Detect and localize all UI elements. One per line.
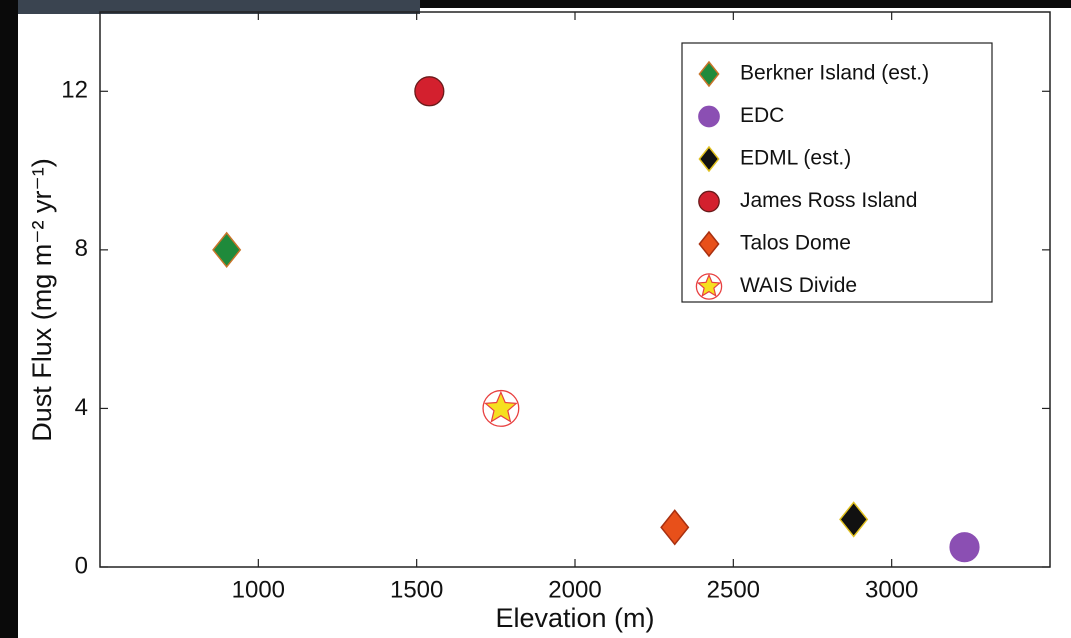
legend-label: Berkner Island (est.) xyxy=(740,62,929,85)
y-tick-label: 8 xyxy=(75,235,88,262)
marker xyxy=(661,510,688,544)
x-tick-label: 3000 xyxy=(865,576,918,603)
y-tick-label: 4 xyxy=(75,394,88,421)
marker xyxy=(483,391,519,427)
x-tick-label: 2000 xyxy=(548,576,601,603)
y-tick-label: 12 xyxy=(61,77,88,104)
legend-label: James Ross Island xyxy=(740,189,917,212)
x-tick-label: 1500 xyxy=(390,576,443,603)
y-axis-title: Dust Flux (mg m⁻² yr⁻¹) xyxy=(27,158,57,442)
legend-label: EDML (est.) xyxy=(740,147,851,170)
marker xyxy=(699,106,719,126)
marker xyxy=(840,502,867,536)
left-strip xyxy=(0,0,18,638)
marker xyxy=(950,533,979,562)
marker xyxy=(696,274,721,299)
legend-label: WAIS Divide xyxy=(740,274,857,297)
x-tick-label: 1000 xyxy=(232,576,285,603)
chart: Elevation (m) Dust Flux (mg m⁻² yr⁻¹) 0 4… xyxy=(0,0,1071,638)
marker xyxy=(699,191,719,211)
marker xyxy=(213,233,240,267)
legend-label: Talos Dome xyxy=(740,232,851,255)
y-tick-label: 0 xyxy=(75,552,88,579)
x-tick-label: 2500 xyxy=(707,576,760,603)
legend-label: EDC xyxy=(740,104,784,127)
x-axis-title: Elevation (m) xyxy=(495,603,654,633)
marker xyxy=(415,77,444,106)
